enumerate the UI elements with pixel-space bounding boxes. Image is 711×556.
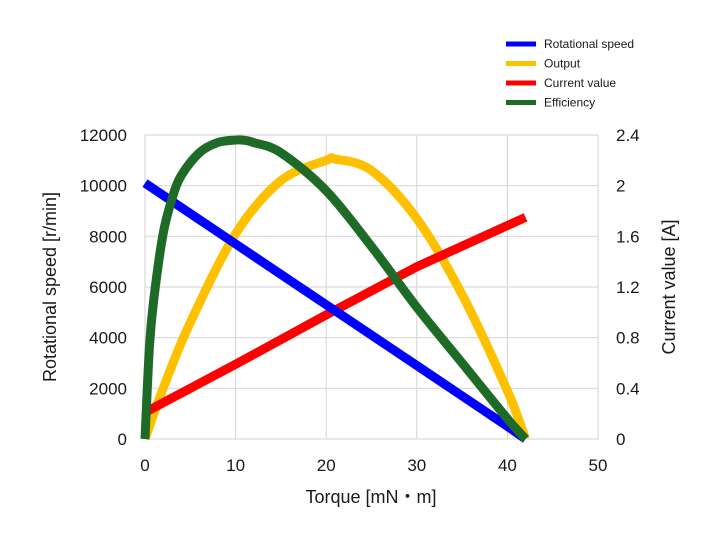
y2-tick-label: 0.4 (616, 379, 640, 398)
y-tick-label: 12000 (80, 126, 127, 145)
y2-tick-label: 1.6 (616, 227, 640, 246)
y2-axis-title: Current value [A] (659, 219, 679, 354)
legend-label-current-value: Current value (544, 76, 616, 90)
y-tick-label: 10000 (80, 177, 127, 196)
x-tick-label: 20 (317, 456, 336, 475)
y-tick-label: 0 (118, 430, 127, 449)
y2-tick-label: 0.8 (616, 329, 640, 348)
tick-labels: 0 2000 4000 6000 8000 10000 12000 0 0.4 0.8 1.2 1.6… (80, 126, 640, 475)
x-tick-label: 50 (589, 456, 608, 475)
x-tick-label: 0 (140, 456, 149, 475)
y2-tick-label: 2.4 (616, 126, 640, 145)
series-line-current-value (142, 213, 528, 417)
y2-tick-label: 1.2 (616, 278, 640, 297)
y-tick-label: 8000 (89, 227, 127, 246)
legend: Rotational speed Output Current value Effic… (506, 37, 634, 110)
x-axis-title: Torque [mN・m] (305, 487, 436, 507)
series-layer (140, 135, 530, 443)
legend-label-rotational-speed: Rotational speed (544, 37, 634, 51)
x-tick-label: 30 (407, 456, 426, 475)
grid (144, 134, 599, 440)
x-tick-label: 10 (226, 456, 245, 475)
y-tick-label: 6000 (89, 278, 127, 297)
legend-label-output: Output (544, 57, 581, 71)
y-tick-label: 4000 (89, 329, 127, 348)
y2-tick-label: 2 (616, 177, 625, 196)
y2-tick-label: 0 (616, 430, 625, 449)
y-axis-title: Rotational speed [r/min] (40, 192, 60, 382)
series-line-efficiency (140, 135, 529, 443)
series-line-rotational-speed (142, 179, 529, 443)
legend-label-efficiency: Efficiency (544, 96, 595, 110)
y-tick-label: 2000 (89, 379, 127, 398)
x-tick-label: 40 (498, 456, 517, 475)
series-line-output (140, 153, 530, 441)
